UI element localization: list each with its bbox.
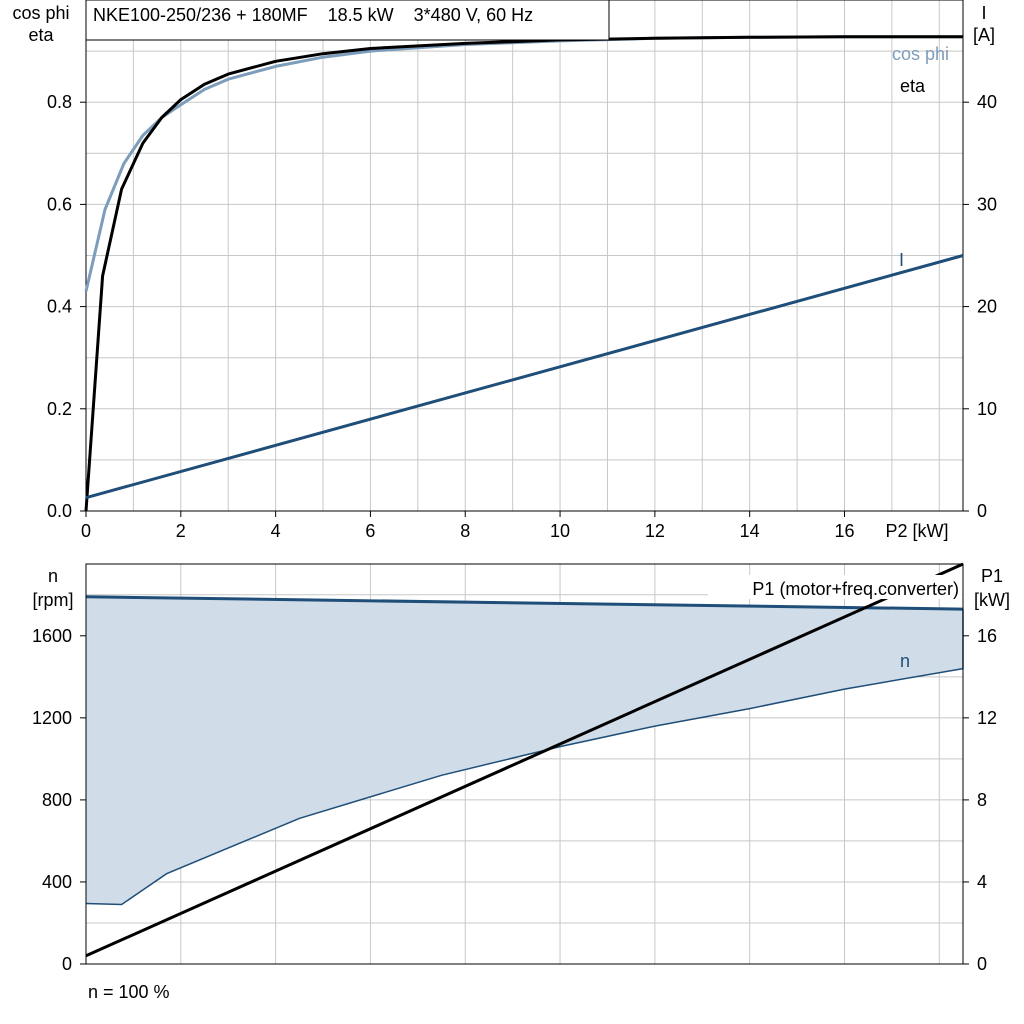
series-cosphi-line — [84, 35, 963, 292]
bottom-left-tick-label: 1600 — [32, 626, 72, 646]
bottom-left-tick-label: 0 — [62, 954, 72, 974]
series-label-i: I — [899, 250, 904, 270]
bottom-left-tick-label: 800 — [42, 790, 72, 810]
bottom-plot-frame — [85, 563, 964, 965]
top-x-tick-label: 14 — [740, 521, 760, 541]
top-right-tick-label: 10 — [977, 399, 997, 419]
top-x-tick-label: 16 — [834, 521, 854, 541]
speed-max-line — [85, 595, 964, 611]
top-left-tick-label: 0.0 — [47, 501, 72, 521]
top-chart-panel: 0 2 4 6 8 10 12 14 16 0.0 0.2 0.4 0.6 0.8 0 10 20 30 40 NK… — [12, 0, 997, 541]
left-axis-label-eta: eta — [28, 25, 54, 45]
bottom-axes: 0 400 800 1200 1600 0 4 8 12 16 — [32, 626, 997, 974]
top-left-tick-label: 0.4 — [47, 297, 72, 317]
left-axis-label-cosphi: cos phi — [12, 3, 69, 23]
top-right-tick-label: 20 — [977, 297, 997, 317]
top-x-tick-label: 2 — [176, 521, 186, 541]
top-right-tick-label: 0 — [977, 501, 987, 521]
right-axis-unit-kw: [kW] — [974, 590, 1010, 610]
top-x-tick-label: 10 — [550, 521, 570, 541]
p1-label-background — [708, 575, 962, 599]
speed-min-line — [85, 667, 964, 906]
top-grid — [86, 0, 963, 511]
left-axis-unit-rpm: [rpm] — [32, 590, 73, 610]
right-axis-label-p1: P1 — [981, 566, 1003, 586]
left-axis-label-n: n — [48, 566, 58, 586]
chart-title: NKE100-250/236 + 180MF 18.5 kW 3*480 V, … — [93, 5, 533, 25]
top-left-tick-label: 0.8 — [47, 92, 72, 112]
series-p1-line — [85, 562, 964, 958]
bottom-chart-panel: 0 400 800 1200 1600 0 4 8 12 16 n [rpm] P1 [kW] P… — [32, 562, 1010, 1002]
top-left-tick-label: 0.2 — [47, 399, 72, 419]
top-series — [84, 35, 964, 512]
top-x-tick-label: 12 — [645, 521, 665, 541]
bottom-right-tick-label: 8 — [977, 790, 987, 810]
right-axis-unit-a: [A] — [973, 25, 995, 45]
top-x-tick-label: 0 — [81, 521, 91, 541]
series-label-cosphi: cos phi — [892, 44, 949, 64]
top-left-tick-label: 0.6 — [47, 194, 72, 214]
speed-range-area — [86, 596, 963, 905]
right-axis-label-i: I — [981, 3, 986, 23]
x-axis-label: P2 [kW] — [885, 521, 948, 541]
top-x-tick-label: 6 — [365, 521, 375, 541]
series-label-p1: P1 (motor+freq.converter) — [752, 579, 959, 599]
chart-title-box — [85, 0, 610, 41]
top-x-tick-label: 8 — [460, 521, 470, 541]
top-x-tick-label: 4 — [271, 521, 281, 541]
speed-footer-note: n = 100 % — [88, 982, 170, 1002]
bottom-series — [85, 562, 964, 958]
series-label-eta: eta — [900, 76, 926, 96]
bottom-right-tick-label: 4 — [977, 872, 987, 892]
bottom-right-tick-label: 16 — [977, 626, 997, 646]
series-eta-line — [84, 35, 963, 512]
bottom-left-tick-label: 400 — [42, 872, 72, 892]
top-right-tick-label: 40 — [977, 92, 997, 112]
series-label-n: n — [900, 651, 910, 671]
top-axes: 0 2 4 6 8 10 12 14 16 0.0 0.2 0.4 0.6 0.8 0 10 20 30 40 — [47, 92, 997, 541]
bottom-left-tick-label: 1200 — [32, 708, 72, 728]
bottom-right-tick-label: 0 — [977, 954, 987, 974]
bottom-right-tick-label: 12 — [977, 708, 997, 728]
series-current-line — [85, 254, 964, 500]
top-right-tick-label: 30 — [977, 194, 997, 214]
